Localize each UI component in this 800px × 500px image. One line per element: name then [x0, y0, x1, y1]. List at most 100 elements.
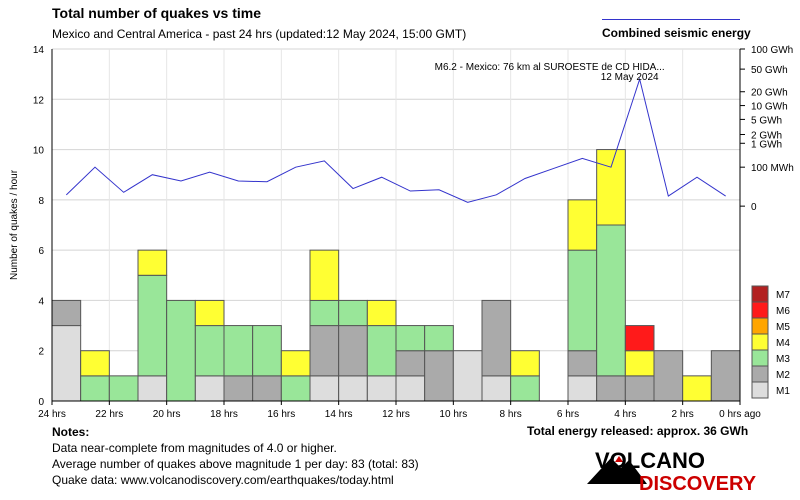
bar-segment-m3 — [280, 375, 311, 402]
total-energy: Total energy released: approx. 36 GWh — [527, 424, 749, 438]
notes-line-2: Average number of quakes above magnitude… — [52, 457, 419, 471]
bar-segment-m2 — [395, 350, 426, 377]
bar-segment-m2 — [252, 375, 282, 402]
bar-segment-m4 — [309, 249, 340, 301]
x-tick-label: 4 hrs — [614, 409, 636, 420]
y-tick-label: 14 — [33, 45, 45, 56]
bar-segment-m3 — [252, 325, 282, 377]
bar-segment-m2 — [710, 350, 741, 402]
legend-swatch-m7 — [751, 285, 769, 303]
volcano-icon — [587, 458, 647, 484]
notes-heading: Notes: — [52, 425, 90, 439]
legend-swatch-m5 — [751, 317, 769, 335]
energy-axis-label: 5 GWh — [751, 115, 782, 126]
bar-segment-m1 — [395, 375, 426, 402]
volcano-discovery-logo: VOLCANO DISCOVERY — [587, 448, 757, 495]
bar-segment-m3 — [80, 375, 110, 402]
bar-segment-m4 — [194, 299, 225, 327]
bar-segment-m1 — [481, 375, 512, 402]
bar-segment-m4 — [80, 350, 110, 377]
bar-segment-m3 — [596, 224, 626, 377]
bar-segment-m3 — [194, 325, 225, 377]
bar-segment-m4 — [567, 199, 598, 251]
notes: Notes: Data near-complete from magnitude… — [52, 424, 419, 488]
energy-axis-label: 50 GWh — [751, 65, 788, 76]
energy-axis-label: 0 — [751, 202, 757, 213]
energy-axis-label: 100 GWh — [751, 45, 793, 56]
bar-segment-m3 — [108, 375, 139, 402]
bar-segment-m3 — [223, 325, 254, 377]
bar-segment-m6 — [624, 325, 655, 352]
annotation-text: M6.2 - Mexico: 76 km al SUROESTE de CD H… — [435, 62, 665, 73]
legend-label-m5: M5 — [776, 322, 790, 333]
y-tick-label: 2 — [38, 347, 44, 358]
x-tick-label: 10 hrs — [439, 409, 467, 420]
bar-segment-m4 — [510, 350, 540, 377]
bar-segment-m4 — [366, 299, 397, 327]
energy-axis-label: 2 GWh — [751, 130, 782, 141]
chart-subtitle: Mexico and Central America - past 24 hrs… — [52, 27, 467, 41]
y-tick-label: 12 — [33, 95, 45, 106]
x-tick-label: 12 hrs — [382, 409, 410, 420]
x-tick-label: 16 hrs — [267, 409, 295, 420]
legend-label-m7: M7 — [776, 290, 790, 301]
bar-segment-m3 — [567, 249, 598, 352]
bar-segment-m4 — [682, 375, 712, 402]
legend-swatch-m6 — [751, 301, 769, 319]
bar-segment-m1 — [338, 375, 368, 402]
bar-segment-m3 — [510, 375, 540, 402]
legend-label-m2: M2 — [776, 370, 790, 381]
legend-label-m6: M6 — [776, 306, 790, 317]
bar-segment-m2 — [424, 350, 454, 402]
bar-segment-m2 — [223, 375, 254, 402]
bar-segment-m2 — [51, 299, 82, 327]
bar-segment-m3 — [424, 325, 454, 352]
y-axis-label: Number of quakes / hour — [9, 169, 20, 280]
legend-label-m1: M1 — [776, 386, 790, 397]
bar-segment-m1 — [366, 375, 397, 402]
legend-label-m4: M4 — [776, 338, 790, 349]
x-tick-label: 0 hrs ago — [719, 409, 761, 420]
legend-swatch-m2 — [751, 365, 769, 383]
legend-swatch-m1 — [751, 381, 769, 399]
legend-swatch-m3 — [751, 349, 769, 367]
y-tick-label: 6 — [38, 246, 44, 257]
annotation-date: 12 May 2024 — [601, 72, 659, 83]
bar-segment-m3 — [166, 299, 196, 402]
bar-segment-m1 — [194, 375, 225, 402]
bar-segment-m4 — [137, 249, 168, 276]
bar-segment-m2 — [309, 325, 340, 377]
logo-line-1: VOLCANO — [595, 448, 705, 473]
x-tick-label: 20 hrs — [153, 409, 181, 420]
bar-segment-m2 — [481, 299, 512, 377]
bar-segment-m1 — [567, 375, 598, 402]
bar-segment-m1 — [137, 375, 168, 402]
x-tick-label: 6 hrs — [557, 409, 579, 420]
legend-swatch-m4 — [751, 333, 769, 351]
x-tick-label: 18 hrs — [210, 409, 238, 420]
bar-segment-m2 — [624, 375, 655, 402]
energy-legend-label: Combined seismic energy — [602, 26, 751, 40]
x-tick-label: 14 hrs — [325, 409, 353, 420]
bar-segment-m1 — [452, 350, 483, 402]
x-tick-label: 24 hrs — [38, 409, 66, 420]
bar-segment-m1 — [51, 325, 82, 402]
x-tick-label: 2 hrs — [672, 409, 694, 420]
y-tick-label: 10 — [33, 146, 45, 157]
energy-axis-label: 20 GWh — [751, 88, 788, 99]
y-tick-label: 0 — [38, 397, 44, 408]
bar-segment-m3 — [338, 299, 368, 327]
bar-segment-m1 — [309, 375, 340, 402]
chart-title: Total number of quakes vs time — [52, 5, 262, 21]
bar-segment-m4 — [624, 350, 655, 377]
bar-segment-m3 — [395, 325, 426, 352]
x-tick-label: 8 hrs — [500, 409, 522, 420]
energy-legend-swatch — [602, 19, 740, 20]
notes-line-3: Quake data: www.volcanodiscovery.com/ear… — [52, 473, 394, 487]
energy-axis-label: 10 GWh — [751, 102, 788, 113]
bar-segment-m2 — [596, 375, 626, 402]
bar-segment-m2 — [338, 325, 368, 377]
bar-segment-m2 — [653, 350, 684, 402]
x-tick-label: 22 hrs — [95, 409, 123, 420]
